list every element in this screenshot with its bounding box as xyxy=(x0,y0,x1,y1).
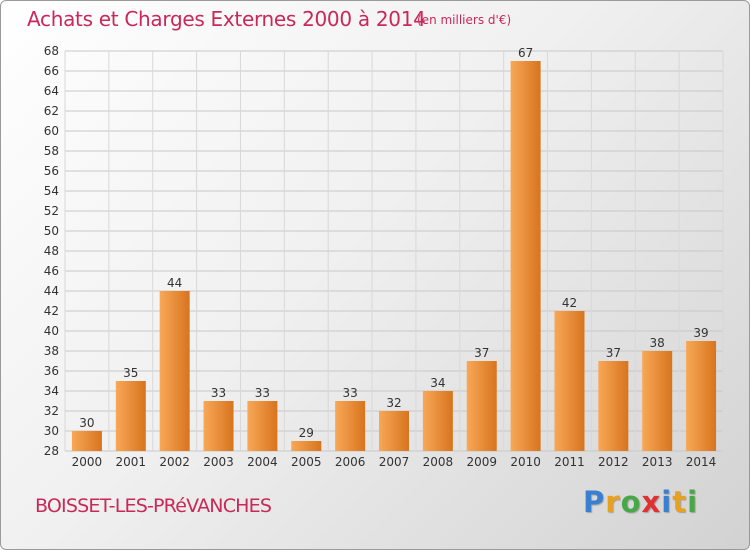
y-tick-label: 36 xyxy=(44,364,59,378)
logo-letter: i xyxy=(661,485,673,519)
bar-2014 xyxy=(686,341,717,451)
y-tick-label: 56 xyxy=(44,164,59,178)
bar-2007 xyxy=(379,411,409,451)
y-tick-label: 62 xyxy=(44,104,59,118)
bar-2006 xyxy=(335,401,366,451)
y-tick-label: 44 xyxy=(44,284,59,298)
bar-2012 xyxy=(598,361,629,451)
data-label-2014: 39 xyxy=(693,326,708,340)
logo-letter: o xyxy=(620,485,642,519)
logo-letter: i xyxy=(687,485,699,519)
data-label-2000: 30 xyxy=(79,416,94,430)
x-tick-label-2014: 2014 xyxy=(686,455,717,469)
data-label-2013: 38 xyxy=(650,336,665,350)
x-tick-label-2007: 2007 xyxy=(379,455,410,469)
x-tick-label-2006: 2006 xyxy=(335,455,366,469)
data-label-2003: 33 xyxy=(211,386,226,400)
x-tick-label-2000: 2000 xyxy=(72,455,103,469)
x-tick-label-2004: 2004 xyxy=(247,455,278,469)
data-label-2011: 42 xyxy=(562,296,577,310)
bar-2008 xyxy=(422,391,453,451)
bar-2010 xyxy=(510,61,541,451)
bar-2001 xyxy=(115,381,146,451)
bar-2003 xyxy=(203,401,234,451)
x-tick-label-2010: 2010 xyxy=(510,455,541,469)
y-tick-label: 58 xyxy=(44,144,59,158)
bar-2002 xyxy=(159,291,190,451)
y-tick-label: 66 xyxy=(44,64,59,78)
data-label-2001: 35 xyxy=(123,366,138,380)
logo-letter: x xyxy=(641,485,662,519)
chart-title: Achats et Charges Externes 2000 à 2014 xyxy=(27,7,426,31)
logo-letter: P xyxy=(583,485,606,519)
proxiti-logo[interactable]: Proxiti xyxy=(583,485,698,519)
y-axis-ticks: 28 30 32 34 36 38 40 42 44 46 48 50 52 54 56 58 60 62 64 66… xyxy=(44,44,59,458)
y-tick-label: 46 xyxy=(44,264,59,278)
y-tick-label: 64 xyxy=(44,84,59,98)
bar-2013 xyxy=(642,351,673,451)
x-tick-label-2008: 2008 xyxy=(423,455,454,469)
x-tick-label-2012: 2012 xyxy=(598,455,629,469)
bars xyxy=(71,61,717,451)
y-tick-label: 40 xyxy=(44,324,59,338)
bar-2000 xyxy=(71,431,102,451)
y-tick-label: 60 xyxy=(44,124,59,138)
data-label-2007: 32 xyxy=(386,396,401,410)
logo-letter: r xyxy=(605,485,621,519)
y-tick-label: 50 xyxy=(44,224,59,238)
x-tick-label-2005: 2005 xyxy=(291,455,322,469)
data-label-2008: 34 xyxy=(430,376,445,390)
y-tick-label: 32 xyxy=(44,404,59,418)
y-tick-label: 48 xyxy=(44,244,59,258)
chart-subtitle: (en milliers d'€) xyxy=(417,13,512,27)
logo-letter: t xyxy=(672,485,688,519)
x-tick-label-2002: 2002 xyxy=(159,455,190,469)
data-label-2012: 37 xyxy=(606,346,621,360)
data-label-2006: 33 xyxy=(342,386,357,400)
y-tick-label: 28 xyxy=(44,444,59,458)
data-label-2004: 33 xyxy=(255,386,270,400)
x-tick-label-2009: 2009 xyxy=(466,455,497,469)
data-label-2005: 29 xyxy=(299,426,314,440)
data-label-2010: 67 xyxy=(518,46,533,60)
data-label-2009: 37 xyxy=(474,346,489,360)
y-tick-label: 42 xyxy=(44,304,59,318)
y-tick-label: 68 xyxy=(44,44,59,58)
y-tick-label: 38 xyxy=(44,344,59,358)
bar-2005 xyxy=(291,441,322,451)
x-tick-label-2011: 2011 xyxy=(554,455,585,469)
y-tick-label: 52 xyxy=(44,204,59,218)
bar-2004 xyxy=(247,401,278,451)
town-name: BOISSET-LES-PRéVANCHES xyxy=(35,495,272,517)
x-axis-ticks: 2000 2001 2002 2003 2004 2005 2006 2007 2008 2009… xyxy=(72,455,717,469)
y-tick-label: 30 xyxy=(44,424,59,438)
x-tick-label-2013: 2013 xyxy=(642,455,673,469)
bar-2011 xyxy=(554,311,585,451)
data-labels: 30 35 44 33 33 29 33 32 34 37 67 42 37 38 39 xyxy=(79,46,708,440)
y-tick-label: 34 xyxy=(44,384,59,398)
x-tick-label-2003: 2003 xyxy=(203,455,234,469)
y-tick-label: 54 xyxy=(44,184,59,198)
data-label-2002: 44 xyxy=(167,276,182,290)
bar-2009 xyxy=(466,361,497,451)
x-tick-label-2001: 2001 xyxy=(116,455,147,469)
